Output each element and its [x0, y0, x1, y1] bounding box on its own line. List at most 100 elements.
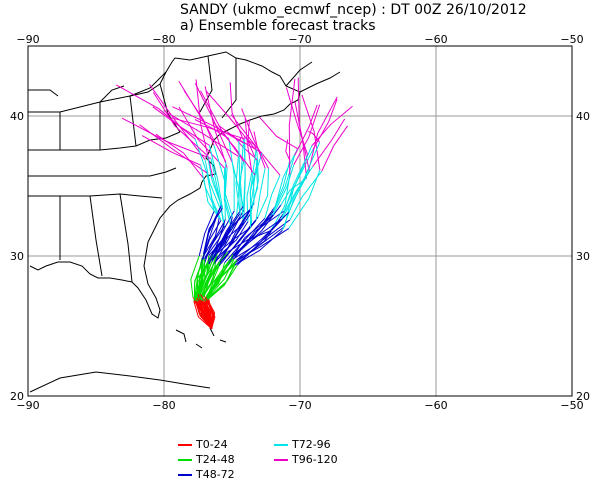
track-segment: [312, 118, 346, 167]
track-segment: [233, 218, 283, 260]
title-block: SANDY (ukmo_ecmwf_ncep) : DT 00Z 26/10/2…: [180, 2, 527, 34]
track-segment: [211, 216, 241, 262]
legend-label: T96-120: [292, 453, 338, 466]
track-segment: [236, 212, 290, 261]
track-segment: [202, 205, 222, 260]
track-segment: [204, 86, 228, 168]
tick-label-lon-top: −50: [560, 33, 583, 46]
track-segment: [178, 80, 227, 163]
tick-label-lon-bottom: −70: [288, 399, 311, 412]
tick-label-lon-top: −70: [288, 33, 311, 46]
track-segment: [213, 206, 244, 257]
tick-label-lon-bottom: −60: [424, 399, 447, 412]
legend-item: T72-96: [274, 438, 331, 451]
track-segment: [289, 170, 323, 221]
track-segment: [217, 227, 251, 254]
track-segment: [264, 175, 281, 219]
track-segment: [224, 217, 266, 264]
track-segment: [213, 145, 226, 220]
track-segment: [190, 255, 200, 298]
track-segment: [195, 79, 214, 178]
track-segment: [250, 151, 259, 214]
caribbean-islands: [29, 327, 227, 393]
grid-lines: [27, 46, 573, 397]
track-segment: [284, 166, 314, 213]
track-segment: [218, 124, 263, 154]
track-segment: [207, 299, 216, 329]
track-segment: [194, 119, 230, 140]
track-segment: [215, 221, 249, 259]
track-segment: [216, 209, 251, 253]
track-segment: [242, 143, 246, 211]
legend-swatch: [178, 473, 192, 476]
track-segment: [217, 212, 252, 265]
track-segment: [199, 293, 213, 329]
track-segment: [294, 104, 318, 156]
track-segment: [311, 105, 353, 147]
track-segment: [301, 94, 321, 171]
legend-swatch: [274, 443, 288, 446]
track-segment: [243, 136, 257, 150]
track-segment: [204, 260, 230, 303]
track-segment: [228, 214, 274, 262]
track-segment: [200, 165, 218, 215]
track-segment: [200, 300, 212, 330]
track-segment: [274, 148, 299, 207]
tick-label-lat-right: 20: [576, 390, 590, 403]
track-segment: [321, 125, 349, 172]
track-segment: [253, 131, 266, 169]
tick-label-lat-right: 40: [576, 110, 590, 123]
track-segment: [280, 177, 307, 206]
state-boundaries: [28, 55, 237, 283]
track-segment: [197, 300, 213, 330]
legend-label: T72-96: [292, 438, 331, 451]
track-segment: [203, 222, 224, 266]
track-segment: [228, 138, 235, 211]
track-segment: [172, 106, 245, 144]
track-segment: [208, 216, 233, 264]
track-segment: [233, 229, 283, 267]
track-segment: [218, 203, 255, 266]
legend-item: T0-24: [178, 438, 228, 451]
legend-label: T0-24: [196, 438, 228, 451]
track-segment: [235, 156, 241, 214]
track-segment: [201, 217, 220, 260]
legend: T0-24 T24-48 T48-72 T72-96 T96-120: [178, 438, 438, 484]
track-segment: [203, 207, 223, 255]
track-segment: [204, 219, 226, 259]
track-segment: [252, 152, 263, 204]
track-segment: [206, 265, 234, 297]
legend-item: T24-48: [178, 453, 235, 466]
track-segment: [259, 116, 298, 150]
track-segment: [238, 161, 245, 207]
track-segment: [193, 302, 212, 330]
track-segment: [149, 84, 206, 161]
track-segment: [199, 299, 213, 329]
tick-label-lat-right: 30: [576, 250, 590, 263]
track-segment: [197, 260, 213, 301]
track-segment: [204, 159, 221, 209]
track-segment: [273, 155, 296, 212]
track-segment: [152, 92, 208, 157]
track-segment: [249, 149, 257, 228]
track-segment: [282, 171, 310, 231]
track-segment: [227, 230, 271, 253]
track-segment: [203, 251, 228, 297]
track-segment: [288, 142, 321, 213]
legend-item: T48-72: [178, 468, 235, 481]
track-segment: [206, 258, 235, 300]
track-segment: [285, 139, 291, 161]
track-segment: [194, 258, 206, 301]
track-segment: [207, 228, 232, 262]
track-segment: [257, 168, 269, 218]
track-segment: [232, 204, 282, 259]
track-segment: [141, 135, 202, 166]
track-segment: [178, 106, 225, 169]
track-segment: [224, 161, 233, 218]
track-segment: [229, 82, 244, 141]
track-segment: [208, 145, 223, 209]
track-segment: [213, 121, 256, 176]
track-segment: [199, 252, 218, 295]
track-segment: [139, 124, 208, 174]
